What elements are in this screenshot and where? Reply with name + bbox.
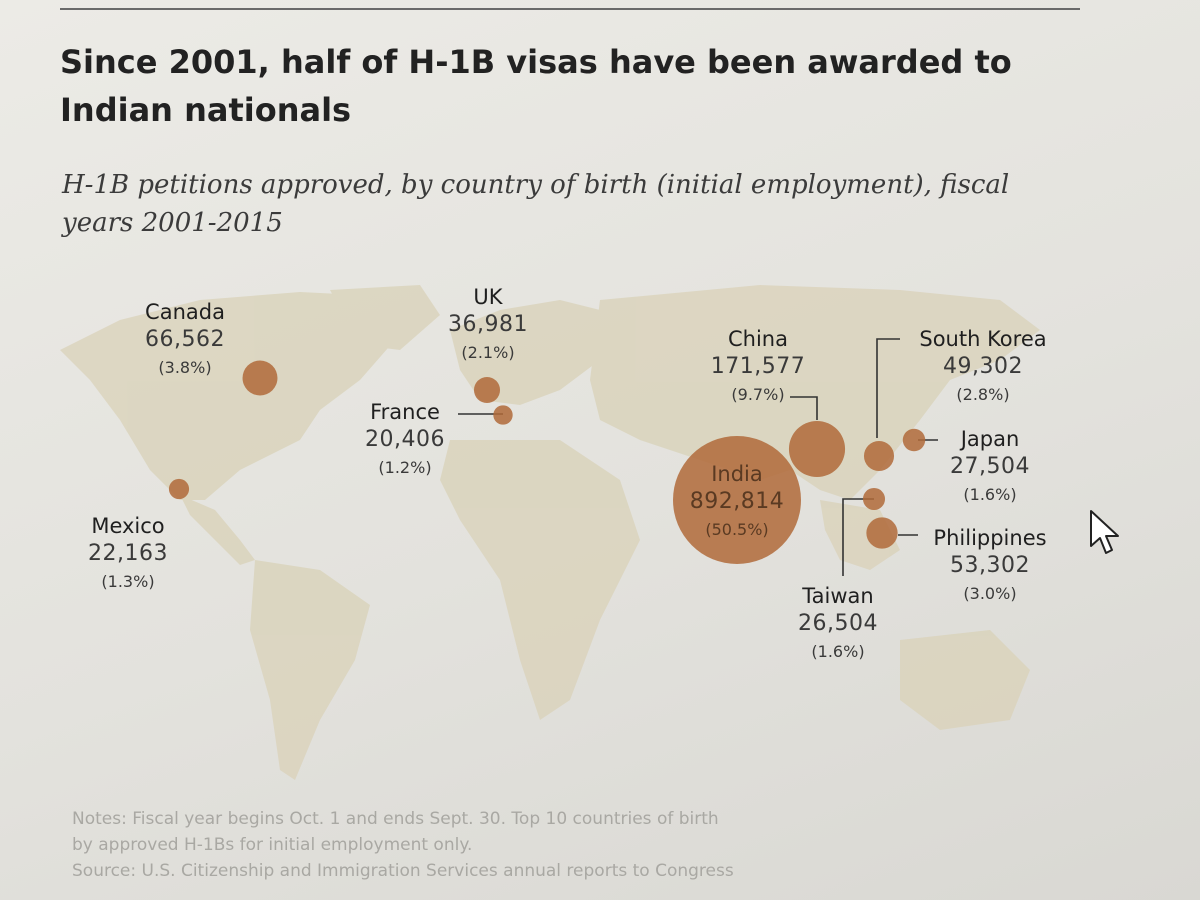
country-percent: (1.3%) (101, 572, 155, 591)
bubble-taiwan (862, 487, 886, 511)
country-name: South Korea (919, 327, 1047, 351)
label-canada: Canada 66,562 (3.8%) (85, 298, 285, 382)
label-philippines: Philippines 53,302 (3.0%) (890, 524, 1090, 608)
bubble-china (788, 420, 846, 478)
country-value: 22,163 (88, 541, 168, 566)
bubble-japan (902, 428, 926, 452)
country-name: Mexico (91, 514, 165, 538)
country-percent: (2.8%) (956, 385, 1010, 404)
label-china: China 171,577 (9.7%) (658, 325, 858, 409)
bubble-uk (473, 376, 501, 404)
country-name: Canada (145, 300, 225, 324)
mouse-cursor-icon (1090, 510, 1119, 554)
country-name: China (728, 327, 788, 351)
bubble-south-korea (863, 440, 895, 472)
country-name: UK (473, 285, 503, 309)
country-name: India (711, 462, 763, 486)
label-india: India 892,814 (50.5%) (637, 460, 837, 544)
country-percent: (1.6%) (963, 485, 1017, 504)
leader-line-china (790, 396, 818, 420)
chart-subtitle: H-1B petitions approved, by country of b… (62, 170, 1010, 238)
country-name: Taiwan (802, 584, 874, 608)
country-value: 49,302 (943, 354, 1023, 379)
country-value: 36,981 (448, 312, 528, 337)
bubbles (168, 360, 926, 564)
label-uk: UK 36,981 (2.1%) (388, 283, 588, 367)
country-value: 53,302 (950, 553, 1030, 578)
label-south-korea: South Korea 49,302 (2.8%) (883, 325, 1083, 409)
country-value: 27,504 (950, 454, 1030, 479)
country-name: Japan (960, 427, 1020, 451)
bubble-philippines (866, 517, 898, 549)
notes-line-2: by approved H-1Bs for initial employment… (72, 835, 473, 855)
country-name: France (370, 400, 440, 424)
top-rule (60, 8, 1080, 10)
country-value: 66,562 (145, 327, 225, 352)
bubble-france (493, 405, 513, 425)
country-percent: (1.2%) (378, 458, 432, 477)
country-value: 171,577 (710, 354, 806, 379)
country-value: 892,814 (689, 489, 785, 514)
country-value: 20,406 (365, 427, 445, 452)
country-percent: (1.6%) (811, 642, 865, 661)
country-percent: (2.1%) (461, 343, 515, 362)
bubble-canada (242, 360, 278, 396)
bubble-india (673, 436, 801, 564)
notes-block: Notes: Fiscal year begins Oct. 1 and end… (72, 806, 1072, 884)
bubble-mexico (168, 478, 190, 500)
chart-title: Since 2001, half of H-1B visas have been… (60, 43, 1012, 129)
label-france: France 20,406 (1.2%) (305, 398, 505, 482)
country-name: Philippines (933, 526, 1047, 550)
country-percent: (3.0%) (963, 584, 1017, 603)
label-japan: Japan 27,504 (1.6%) (890, 425, 1090, 509)
leader-line-south-korea (876, 338, 900, 438)
label-mexico: Mexico 22,163 (1.3%) (28, 512, 228, 596)
leader-lines (458, 338, 938, 576)
country-percent: (50.5%) (705, 520, 769, 539)
country-percent: (9.7%) (731, 385, 785, 404)
country-percent: (3.8%) (158, 358, 212, 377)
notes-line-1: Notes: Fiscal year begins Oct. 1 and end… (72, 809, 719, 829)
source-line: Source: U.S. Citizenship and Immigration… (72, 861, 734, 881)
label-taiwan: Taiwan 26,504 (1.6%) (738, 582, 938, 666)
world-landmass (60, 285, 1040, 780)
country-value: 26,504 (798, 611, 878, 636)
